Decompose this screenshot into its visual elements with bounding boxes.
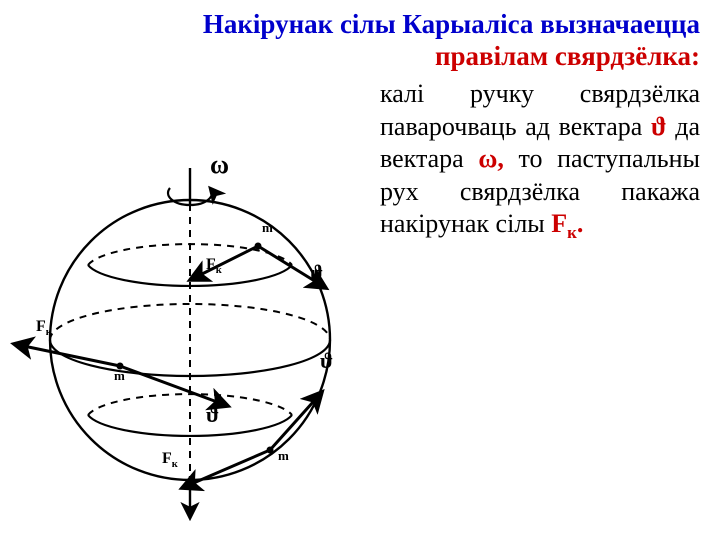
label-fk2: Fк (36, 318, 52, 338)
label-theta1: ϑ (310, 260, 323, 286)
body-theta: ϑ (651, 112, 667, 141)
label-m2: m (114, 368, 125, 384)
body-text: калі ручку свярдзёлка паварочваць ад век… (380, 78, 700, 243)
label-omega: ω (210, 150, 229, 180)
vec-fk-3 (182, 450, 270, 488)
label-m1: m (262, 220, 273, 236)
label-theta3: ϑ (206, 402, 219, 428)
coriolis-sphere-diagram: ω m Fк ϑ Fк m ϑ ϑ Fк m (10, 120, 370, 535)
vec-fk-1 (190, 246, 258, 280)
body-period: . (577, 209, 584, 238)
body-Fk: к (567, 223, 577, 242)
equator-front (50, 340, 330, 376)
body-F: F (551, 209, 567, 238)
vec-theta-2 (120, 366, 228, 406)
title-line-2: правілам свярдзёлка: (435, 40, 700, 74)
label-fk3: Fк (162, 450, 178, 470)
label-theta2: ϑ (320, 348, 333, 374)
body-omega: ω (478, 144, 497, 173)
label-fk1: Fк (206, 256, 222, 276)
vec-fk-2 (14, 344, 120, 366)
body-comma: , (497, 144, 504, 173)
label-m3: m (278, 448, 289, 464)
vec-theta-3 (270, 392, 322, 450)
title-line-1: Накірунак сілы Карыаліса вызначаецца (203, 8, 700, 42)
